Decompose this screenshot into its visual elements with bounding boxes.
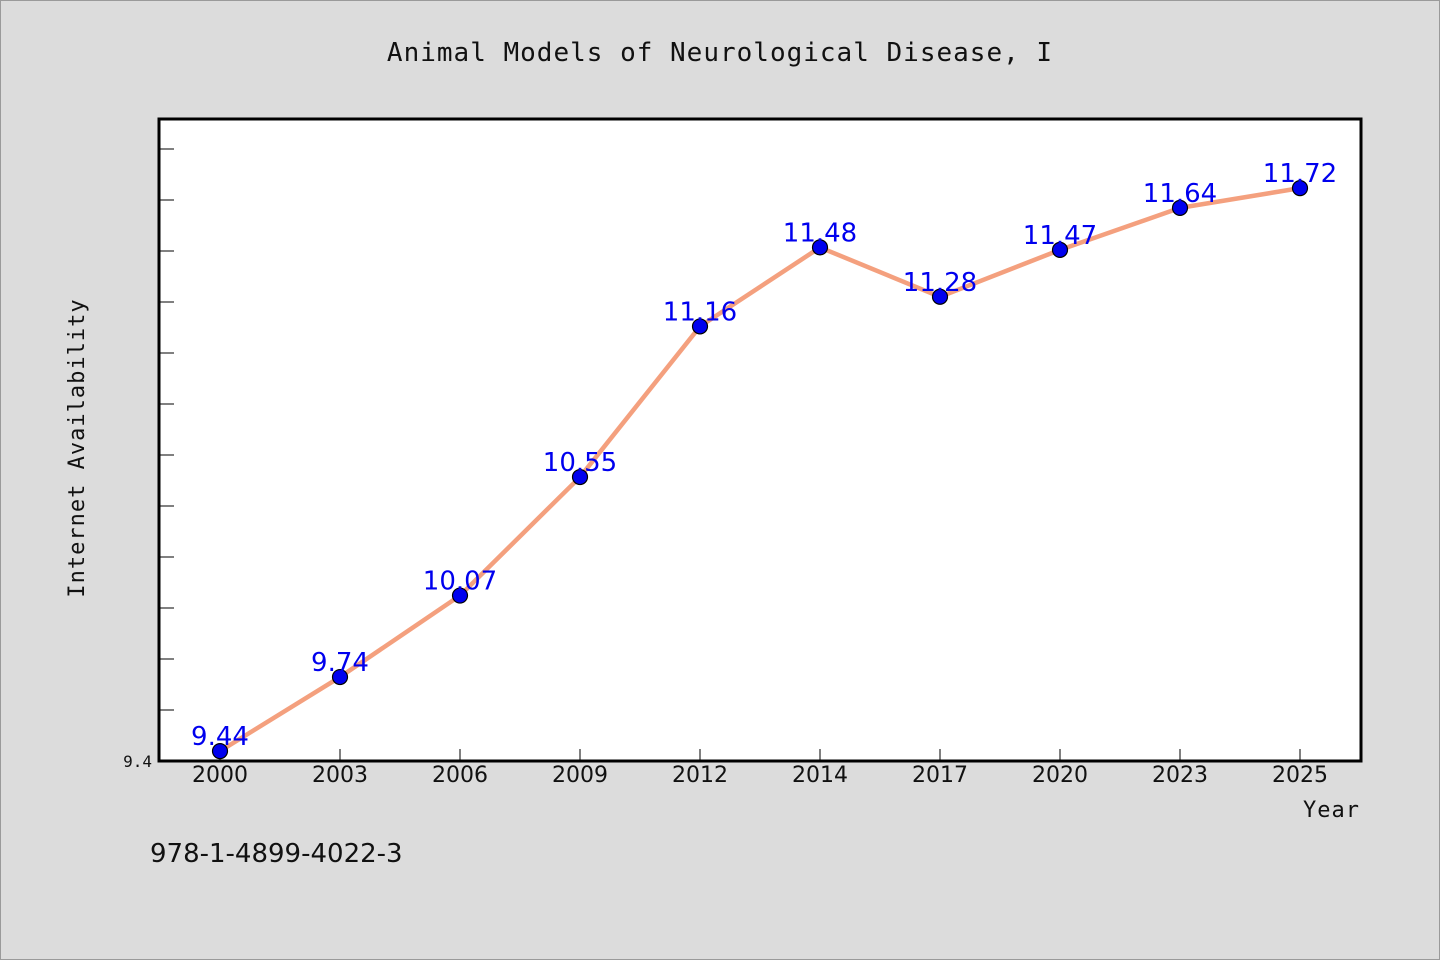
x-tick-label: 2009 (552, 763, 608, 788)
series-layer: 9.44 9.74 10.07 10.55 11.16 11.48 11.28 11.47 11… (191, 159, 1337, 760)
y-axis-ticks (159, 148, 174, 762)
data-label: 11.48 (783, 218, 857, 248)
data-point (811, 239, 829, 256)
plot-area (157, 117, 1363, 763)
data-label: 11.72 (1263, 159, 1337, 189)
x-tick-label: 2023 (1152, 763, 1208, 788)
data-label: 11.64 (1143, 179, 1217, 209)
series-line (217, 185, 1303, 754)
x-tick-label: 2000 (192, 763, 248, 788)
x-tick-label: 2020 (1032, 763, 1088, 788)
data-point (931, 288, 949, 305)
data-point (1171, 199, 1189, 216)
data-label: 9.44 (191, 722, 249, 752)
x-tick-label: 2025 (1272, 763, 1328, 788)
x-tick-label: 2003 (312, 763, 368, 788)
data-point (691, 318, 709, 335)
data-point (1051, 241, 1069, 258)
x-axis-ticks: 2000 2003 2006 2009 2012 2014 2017 2020 2023 2025 (192, 749, 1328, 788)
footnote-isbn: 978-1-4899-4022-3 (150, 839, 403, 869)
data-label: 11.28 (903, 268, 977, 298)
chart-title: Animal Models of Neurological Disease, I (387, 38, 1053, 68)
data-label: 11.47 (1023, 221, 1097, 251)
x-tick-label: 2017 (912, 763, 968, 788)
data-label: 11.16 (663, 297, 737, 327)
x-axis-label: Year (1303, 798, 1360, 823)
x-tick-label: 2014 (792, 763, 848, 788)
x-tick-label: 2012 (672, 763, 728, 788)
x-tick-label: 2006 (432, 763, 488, 788)
data-point (1291, 180, 1309, 197)
data-label: 10.07 (423, 567, 497, 597)
data-point (211, 743, 229, 760)
data-point (331, 668, 349, 686)
data-label: 9.74 (311, 648, 369, 678)
data-point (571, 468, 589, 486)
y-tick-label: 9.4 (123, 752, 152, 771)
y-axis-label: Internet Availability (65, 298, 90, 597)
data-label: 10.55 (543, 448, 617, 478)
data-point (451, 587, 469, 604)
